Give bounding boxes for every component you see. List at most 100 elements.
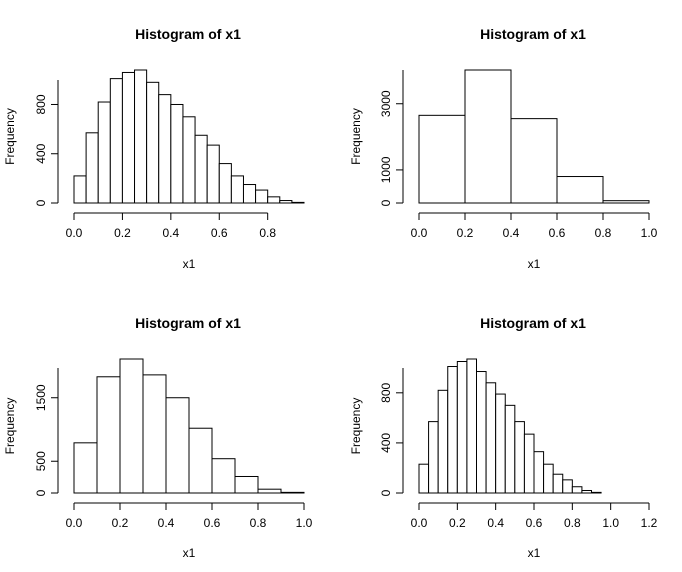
x-axis-label: x1 [183, 546, 196, 560]
histogram-bar [242, 184, 257, 204]
histogram-bar [218, 163, 232, 204]
y-tick-label: 800 [379, 382, 393, 402]
histogram-bar [428, 421, 439, 494]
histogram-bar [447, 366, 458, 494]
x-tick-label: 0.8 [595, 226, 612, 240]
x-tick-label: 0.0 [411, 516, 428, 530]
x-tick-label: 0.4 [162, 226, 179, 240]
histogram-bar [437, 389, 449, 494]
histogram-bar [194, 134, 208, 204]
y-tick-label: 1500 [34, 384, 48, 411]
histogram-bar [562, 479, 573, 494]
histogram-bar [495, 393, 506, 494]
x-tick-label: 0.2 [112, 516, 129, 530]
x-tick-label: 0.0 [66, 516, 83, 530]
chart-title: Histogram of x1 [480, 315, 586, 331]
histogram-bar [170, 103, 184, 204]
x-axis-label: x1 [183, 257, 196, 271]
x-tick-label: 0.6 [204, 516, 221, 530]
y-tick-label: 1000 [379, 156, 393, 183]
y-axis-label: Frequency [349, 398, 363, 455]
histogram-bar [279, 200, 293, 204]
x-tick-label: 0.0 [411, 226, 428, 240]
histogram-bar [230, 175, 244, 204]
x-axis-label: x1 [528, 546, 541, 560]
x-tick-label: 1.0 [602, 516, 619, 530]
histogram-bar [257, 488, 282, 494]
histogram-bar [134, 69, 148, 204]
x-tick-label: 0.2 [449, 516, 466, 530]
x-tick-label: 0.6 [211, 226, 228, 240]
x-tick-label: 1.0 [296, 516, 313, 530]
histogram-bar [280, 491, 305, 494]
x-tick-label: 0.6 [549, 226, 566, 240]
histogram-bar [211, 458, 236, 494]
histogram-bar [109, 78, 123, 204]
y-tick-label: 0 [34, 489, 48, 496]
y-tick-label: 800 [34, 94, 48, 114]
histogram-bar [510, 118, 558, 204]
histogram-bar [165, 397, 190, 494]
histogram-bar [514, 421, 525, 494]
x-tick-label: 0.2 [457, 226, 474, 240]
histogram-bar [556, 176, 604, 204]
histogram-bar [234, 475, 259, 494]
x-axis-label: x1 [528, 257, 541, 271]
y-tick-label: 400 [34, 143, 48, 163]
histogram-bar [255, 189, 269, 204]
x-tick-label: 0.4 [487, 516, 504, 530]
histogram-bar [543, 463, 554, 494]
histogram-bar [206, 144, 220, 204]
histogram-bar [581, 489, 593, 494]
x-tick-label: 0.8 [250, 516, 267, 530]
y-tick-label: 500 [34, 451, 48, 471]
histogram-bar [188, 427, 213, 494]
x-tick-label: 0.0 [66, 226, 83, 240]
x-tick-label: 0.8 [259, 226, 276, 240]
histogram-bar [73, 175, 87, 204]
y-tick-label: 0 [379, 199, 393, 206]
chart-title: Histogram of x1 [135, 315, 241, 331]
histogram-bar [73, 442, 98, 494]
histogram-bar [142, 374, 167, 494]
histogram-bar [267, 196, 281, 204]
histogram-bar [571, 486, 583, 494]
histogram-bar [121, 71, 136, 204]
histogram-bar [552, 473, 564, 494]
histogram-bar [418, 114, 466, 204]
x-tick-label: 0.6 [526, 516, 543, 530]
chart-title: Histogram of x1 [480, 26, 586, 42]
histogram-bar [158, 94, 172, 204]
histogram-bar [533, 451, 545, 494]
y-axis-label: Frequency [349, 108, 363, 165]
x-tick-label: 1.2 [641, 516, 658, 530]
histogram-bar [119, 358, 144, 494]
y-axis-label: Frequency [3, 398, 17, 455]
histogram-bar [591, 491, 602, 494]
x-tick-label: 0.8 [564, 516, 581, 530]
x-tick-label: 0.4 [158, 516, 175, 530]
histogram-bar [291, 201, 305, 204]
histogram-bar [97, 101, 111, 204]
chart-title: Histogram of x1 [135, 26, 241, 42]
histogram-bar [85, 132, 99, 204]
histogram-bar [418, 463, 430, 494]
histogram-bar [146, 81, 160, 204]
y-axis-label: Frequency [3, 108, 17, 165]
y-tick-label: 3000 [379, 90, 393, 117]
x-tick-label: 0.4 [503, 226, 520, 240]
histogram-bar [464, 69, 512, 204]
histogram-bar [504, 404, 516, 494]
histogram-bar [466, 358, 477, 494]
x-tick-label: 0.2 [114, 226, 131, 240]
histogram-bar [523, 433, 535, 494]
histogram-bar [485, 382, 497, 494]
x-tick-label: 1.0 [641, 226, 658, 240]
y-tick-label: 0 [34, 199, 48, 206]
y-tick-label: 0 [379, 489, 393, 496]
histogram-bar [476, 371, 487, 494]
histogram-bar [456, 361, 468, 494]
histogram-bar [96, 376, 121, 494]
